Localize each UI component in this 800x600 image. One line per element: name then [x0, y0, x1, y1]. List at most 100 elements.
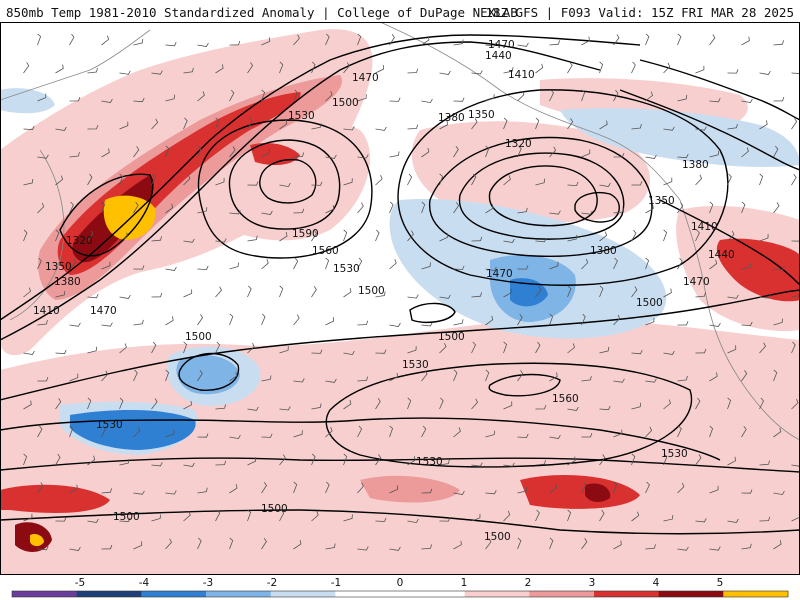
wind-barb: [599, 61, 604, 74]
wind-barb: [293, 208, 305, 214]
colorbar-segment: [76, 591, 142, 597]
wind-barb: [567, 456, 576, 466]
wind-barb: [663, 515, 674, 522]
wind-barb: [279, 61, 284, 74]
wind-barb: [407, 173, 413, 186]
wind-barb: [695, 126, 707, 131]
wind-barb: [325, 427, 333, 438]
wind-barb: [581, 36, 590, 46]
anomaly-region-pos2: [360, 475, 460, 503]
wind-barb: [215, 238, 227, 243]
wind-barb: [261, 259, 269, 270]
wind-barb: [183, 238, 195, 243]
wind-barb: [421, 322, 433, 327]
wind-barb: [119, 173, 124, 186]
wind-barb: [215, 341, 221, 354]
wind-barb: [453, 145, 459, 158]
wind-barb: [741, 321, 753, 327]
contour-line: [178, 352, 240, 391]
wind-barb: [23, 287, 31, 298]
anomaly-region-pos4: [585, 483, 611, 502]
wind-barb: [741, 263, 752, 270]
contour-label: 1320: [66, 235, 93, 247]
wind-barb: [101, 370, 109, 382]
wind-barb: [343, 229, 348, 242]
wind-barb: [69, 258, 77, 270]
wind-barb: [389, 33, 395, 46]
wind-barb: [759, 294, 771, 299]
contour-line: [639, 59, 800, 121]
wind-barb: [631, 124, 642, 130]
wind-barb: [119, 232, 128, 242]
wind-barb: [37, 33, 42, 46]
wind-barb: [677, 482, 685, 494]
wind-barb: [23, 229, 28, 242]
contour-label: 1470: [486, 268, 513, 280]
contour-line: [574, 191, 620, 223]
contour-line: [659, 199, 800, 286]
wind-barb: [663, 62, 671, 74]
contour-label: 1500: [113, 511, 140, 523]
wind-barb: [197, 537, 202, 550]
wind-barb: [517, 537, 522, 550]
wind-barb: [247, 117, 253, 130]
wind-barb: [613, 152, 625, 158]
wind-barb: [453, 39, 464, 46]
wind-barb: [87, 230, 94, 242]
wind-barb: [439, 397, 444, 410]
wind-barb: [279, 346, 289, 354]
wind-barb: [485, 145, 490, 158]
anomaly-map: 1470 1440 1410 1470 1500 1530 1380 1350 …: [0, 22, 800, 575]
wind-barb: [215, 509, 221, 522]
wind-barb: [663, 126, 675, 131]
wind-barb: [119, 459, 130, 466]
wind-barb: [23, 62, 30, 74]
wind-barb: [311, 349, 323, 354]
wind-barb: [741, 147, 749, 158]
coastlines: [0, 22, 800, 441]
wind-barb: [549, 483, 558, 494]
wind-barb: [517, 313, 523, 326]
wind-barb: [677, 425, 682, 438]
wind-barb: [709, 259, 718, 270]
contour-line: [228, 139, 341, 230]
wind-barb: [759, 460, 770, 466]
wind-barb: [599, 231, 608, 242]
wind-barb: [279, 285, 284, 298]
wind-barb: [407, 518, 419, 524]
wind-barb: [421, 36, 430, 46]
wind-barb: [325, 481, 330, 494]
wind-barb: [279, 119, 288, 130]
wind-barb: [215, 460, 227, 466]
wind-barb: [37, 377, 49, 382]
wind-barb: [279, 406, 291, 411]
wind-barb: [101, 488, 112, 494]
contour-label: 1470: [90, 305, 117, 317]
wind-barb: [645, 257, 650, 270]
wind-barb: [151, 70, 163, 75]
wind-barb: [357, 257, 363, 270]
wind-barb: [535, 286, 542, 298]
anomaly-region-neg2: [176, 355, 240, 395]
wind-barb: [663, 229, 668, 242]
colorbar-tick-label: 4: [653, 577, 660, 589]
wind-barb: [293, 34, 300, 46]
wind-barb: [293, 430, 303, 438]
wind-barb: [165, 266, 177, 271]
wind-barb: [791, 464, 800, 467]
wind-barb: [389, 97, 401, 102]
wind-barb: [69, 33, 75, 46]
wind-barb: [485, 315, 494, 326]
wind-barb: [183, 289, 193, 298]
wind-barb: [37, 202, 45, 214]
wind-barb: [439, 120, 448, 130]
wind-barb: [677, 153, 689, 159]
wind-barb: [389, 485, 399, 494]
wind-barb: [87, 294, 99, 299]
wind-barb: [517, 145, 522, 158]
wind-barb: [151, 292, 163, 298]
colorbar-segment: [270, 591, 336, 597]
wind-barb: [773, 266, 785, 271]
colorbar-segment: [141, 591, 207, 597]
contour-label: 1530: [661, 448, 688, 460]
